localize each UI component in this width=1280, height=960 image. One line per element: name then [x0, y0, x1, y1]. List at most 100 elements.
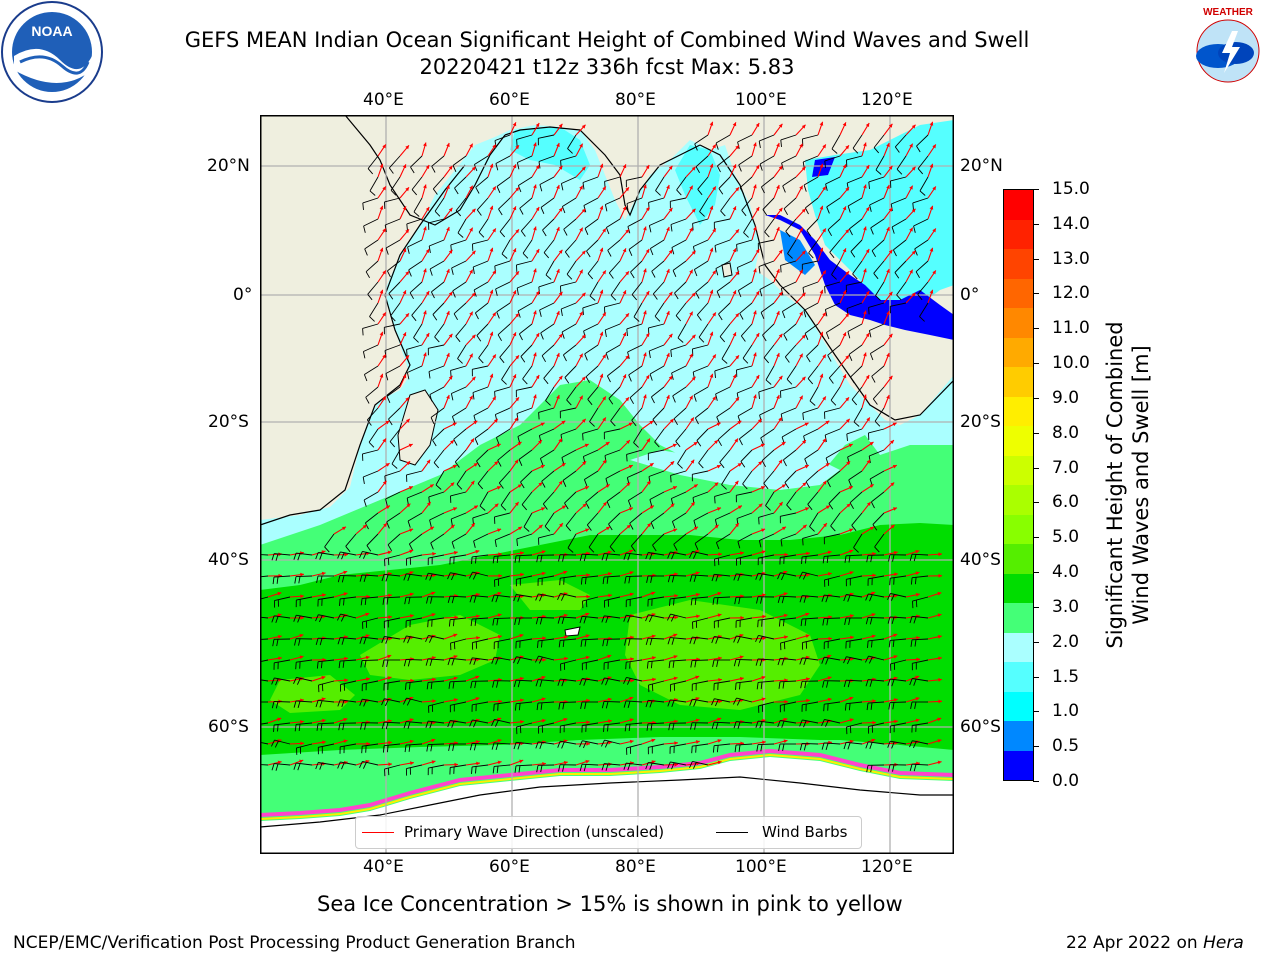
wave-direction-arrowhead [801, 208, 806, 213]
wind-barb-shaft [450, 638, 467, 644]
wind-barb-tick [586, 524, 592, 531]
wave-direction-arrowhead [871, 634, 876, 639]
wind-barb-shaft [868, 176, 885, 183]
wind-barb-shaft [518, 176, 533, 186]
wind-barb-tick [825, 657, 829, 665]
wind-barb-shaft [494, 656, 511, 661]
wind-barb-tick [732, 697, 737, 705]
wave-direction-arrowhead [784, 635, 788, 640]
wave-direction-arrowhead [822, 480, 827, 485]
wave-direction-arrowhead [666, 395, 670, 399]
wave-direction-arrowhead [712, 270, 716, 275]
wind-barb-tick [605, 763, 609, 771]
wind-barb-tick [824, 160, 826, 168]
wind-barb-tick [337, 575, 341, 583]
colorbar-segment [1004, 367, 1033, 397]
wave-direction-arrowhead [579, 353, 583, 358]
wind-barb-tick [889, 578, 891, 586]
wind-barb-tick [580, 701, 583, 709]
nws-logo: WEATHER [1178, 1, 1278, 101]
wind-barb-tick [629, 523, 634, 530]
wind-barb-tick [406, 223, 408, 231]
wind-barb-tick [799, 657, 803, 665]
wind-barb-shaft [519, 323, 533, 335]
wind-barb-shaft [650, 512, 665, 523]
wind-barb-shaft [868, 741, 885, 745]
wave-direction-arrowhead [799, 143, 803, 148]
wave-direction-arrowhead [801, 376, 806, 381]
wave-direction-arrowhead [409, 739, 414, 744]
wave-direction-arrowhead [492, 228, 496, 233]
wind-barb-tick [825, 183, 828, 191]
wind-barb-shaft [780, 638, 797, 644]
colorbar-tick-label: 0.0 [1052, 771, 1080, 791]
wind-barb-shaft [648, 552, 665, 556]
wind-barb-shaft [318, 743, 335, 748]
wind-barb-tick [499, 357, 505, 364]
wind-barb-tick [472, 266, 475, 274]
wind-barb-shaft [495, 155, 511, 164]
wind-barb-shaft [736, 721, 753, 724]
wind-barb-tick [715, 722, 719, 730]
wind-barb-tick [909, 678, 913, 686]
wave-direction-arrowhead [383, 523, 387, 528]
wind-barb-shaft [802, 657, 819, 661]
wave-direction-arrowhead [497, 591, 502, 596]
wind-barb-tick [557, 616, 561, 624]
wind-barb-tick [567, 547, 574, 553]
wind-barb-tick [741, 210, 747, 217]
wind-barb-shaft [432, 302, 445, 315]
wind-barb-shaft [691, 659, 709, 662]
wind-barb-shaft [472, 719, 489, 724]
wind-barb-tick [755, 635, 759, 642]
wave-direction-arrowhead [762, 593, 766, 598]
wind-barb-shaft [868, 302, 885, 308]
wave-direction-arrowhead [366, 677, 370, 682]
wave-direction-arrowhead [845, 229, 849, 234]
wind-barb-tick [628, 723, 631, 732]
wind-barb-shaft [296, 552, 313, 556]
wind-barb-shaft [517, 428, 533, 437]
wave-direction-arrowhead [475, 718, 480, 723]
wave-direction-arrowhead [915, 718, 920, 723]
wind-barb-tick [381, 698, 385, 706]
wind-barb-shaft [407, 512, 423, 522]
wind-barb-tick [271, 677, 275, 685]
wave-direction-arrowhead [585, 759, 590, 764]
wave-direction-arrowhead [806, 677, 810, 682]
wind-barb-tick [365, 271, 370, 279]
wave-direction-arrowhead [804, 422, 809, 427]
wave-direction-arrowhead [691, 376, 696, 381]
wind-barb-shaft [409, 281, 423, 294]
wave-direction-arrowhead [626, 482, 631, 487]
wind-barb-shaft [890, 592, 907, 598]
wind-barb-tick [696, 440, 702, 447]
wind-barb-tick [517, 594, 521, 602]
wind-barb-tick [693, 394, 697, 402]
colorbar-tick-label: 0.5 [1052, 736, 1080, 757]
wind-barb-tick [692, 552, 697, 559]
wind-barb-shaft [605, 197, 621, 205]
wave-direction-arrowhead [446, 185, 450, 189]
wind-barb-shaft [714, 617, 731, 622]
wind-barb-tick [909, 616, 913, 624]
wind-barb-tick [762, 209, 768, 216]
wind-barb-shaft [413, 197, 423, 213]
wind-barb-shaft [847, 449, 863, 458]
wind-barb-shaft [407, 239, 423, 248]
wind-barb-shaft [428, 572, 445, 577]
wind-barb-tick [298, 723, 301, 732]
wave-direction-arrowhead [717, 507, 721, 511]
wind-barb-tick [516, 657, 521, 665]
wave-direction-arrowhead [496, 443, 501, 448]
wave-direction-arrowhead [932, 144, 936, 149]
wind-barb-tick [275, 616, 279, 624]
wind-barb-tick [763, 357, 770, 364]
wave-direction-arrowhead [674, 615, 678, 620]
wind-barb-tick [275, 553, 279, 561]
wind-barb-shaft [759, 134, 775, 142]
wind-barb-tick [539, 458, 544, 466]
wind-barb-shaft [649, 218, 665, 226]
wave-direction-arrowhead [668, 207, 673, 212]
wave-direction-arrowhead [605, 442, 610, 446]
